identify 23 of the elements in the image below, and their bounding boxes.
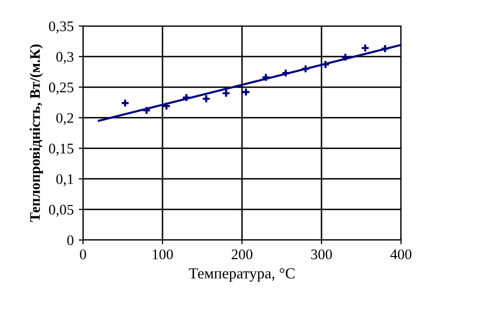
y-tick-label: 0,15 (49, 144, 74, 156)
point (142, 106, 152, 115)
x-tick-label: 300 (311, 249, 332, 260)
x-axis-title: Температура, °С (188, 268, 294, 282)
y-tick-label: 0,1 (56, 174, 74, 186)
point (222, 88, 231, 98)
y-tick-label: 0 (67, 235, 74, 246)
point (360, 43, 370, 53)
point (202, 94, 211, 104)
x-tick-label: 0 (80, 249, 86, 260)
x-tick-label: 100 (152, 249, 173, 260)
point (301, 64, 310, 74)
y-tick-label: 0,35 (49, 21, 74, 34)
y-tick-label: 0,2 (56, 113, 74, 126)
point (380, 44, 390, 54)
y-axis-title: Теплопровідність, Вт/(м.К) (30, 44, 43, 222)
x-tick-label: 200 (232, 249, 252, 260)
y-tick-label: 0,3 (56, 52, 74, 64)
point (340, 52, 350, 62)
y-tick-label: 0,25 (49, 82, 74, 94)
point (261, 72, 270, 82)
x-tick-label: 400 (390, 249, 412, 260)
y-tick-label: 0,05 (49, 204, 74, 217)
